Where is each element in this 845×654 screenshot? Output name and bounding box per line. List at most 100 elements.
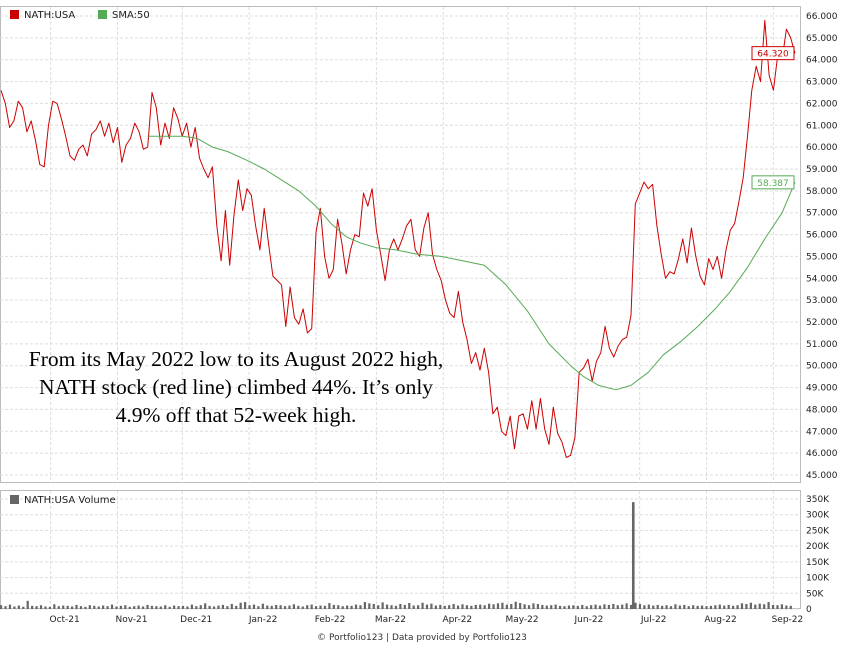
volume-bar [230, 603, 233, 609]
price-y-tick-label: 48.000 [806, 405, 838, 415]
volume-bar [137, 605, 140, 609]
volume-bar [377, 605, 380, 609]
volume-bar [550, 605, 553, 609]
volume-bar [430, 603, 433, 609]
legend-label-price: NATH:USA [24, 10, 75, 21]
volume-bar [492, 604, 495, 609]
x-tick-label: Jul-22 [640, 615, 667, 625]
volume-bar [594, 604, 597, 609]
volume-bar [718, 604, 721, 609]
volume-bar [70, 606, 74, 609]
volume-bar [31, 605, 34, 609]
volume-bar [195, 606, 198, 609]
volume-bar [687, 606, 690, 609]
price-y-tick-label: 66.000 [806, 12, 838, 22]
volume-bar [558, 605, 562, 609]
volume-bar [669, 606, 673, 609]
volume-bar [483, 605, 486, 609]
volume-bar [692, 605, 695, 609]
volume-bar [661, 605, 664, 609]
volume-bar [674, 604, 677, 609]
x-tick-label: Dec-21 [180, 615, 212, 625]
sma-last-value-label: 58.387 [757, 179, 789, 189]
volume-bar [110, 604, 114, 609]
price-y-tick-label: 53.000 [806, 296, 838, 306]
volume-bar [727, 604, 730, 609]
volume-bar [705, 606, 708, 609]
volume-bar [39, 605, 43, 609]
volume-y-tick-label: 0 [806, 605, 812, 615]
volume-y-tick-label: 100K [806, 574, 830, 584]
volume-bar [75, 604, 78, 609]
price-y-tick-label: 54.000 [806, 274, 838, 284]
volume-bar [696, 605, 699, 609]
volume-bar [212, 606, 216, 609]
volume-bar [48, 606, 52, 609]
volume-bar [204, 603, 207, 609]
volume-bar [8, 604, 12, 609]
volume-bar [310, 604, 313, 609]
volume-bar [780, 604, 784, 609]
volume-bar [621, 604, 624, 609]
volume-y-tick-label: 150K [806, 558, 830, 568]
volume-bar [66, 605, 69, 609]
price-y-tick-label: 49.000 [806, 384, 838, 394]
price-y-tick-label: 58.000 [806, 187, 838, 197]
volume-bar [261, 603, 264, 609]
price-y-tick-label: 60.000 [806, 143, 838, 153]
volume-bar [159, 606, 162, 609]
volume-bar [26, 600, 29, 609]
volume-bar [590, 605, 593, 609]
volume-bar [776, 605, 779, 609]
volume-bar [306, 605, 309, 609]
volume-bar-spike [631, 502, 635, 609]
volume-bar [323, 605, 327, 609]
price-y-tick-label: 55.000 [806, 252, 838, 262]
volume-bar [629, 604, 633, 609]
volume-bar [443, 605, 446, 609]
volume-bar [341, 606, 344, 609]
volume-bar [563, 606, 566, 609]
volume-bar [168, 606, 171, 609]
volume-bar [452, 603, 455, 609]
volume-bar [470, 605, 473, 609]
volume-bar [572, 605, 575, 609]
volume-y-tick-label: 200K [806, 542, 830, 552]
volume-bar [612, 603, 615, 609]
x-tick-label: Apr-22 [442, 615, 472, 625]
volume-bar [133, 606, 136, 609]
volume-bar [359, 605, 362, 609]
x-tick-label: May-22 [505, 615, 538, 625]
price-y-tick-label: 65.000 [806, 34, 838, 44]
volume-bar [390, 605, 393, 609]
price-y-tick-label: 47.000 [806, 427, 838, 437]
price-y-tick-label: 63.000 [806, 78, 838, 88]
volume-bar [656, 604, 659, 609]
volume-bar [252, 604, 256, 609]
volume-bar [368, 603, 371, 609]
volume-bar [0, 605, 3, 609]
volume-bar [745, 603, 748, 609]
volume-bar [763, 604, 766, 609]
legend-label-volume: NATH:USA Volume [24, 495, 116, 506]
x-tick-label: Mar-22 [375, 615, 406, 625]
volume-bar [598, 605, 602, 609]
volume-bar [732, 605, 735, 609]
price-y-tick-label: 52.000 [806, 318, 838, 328]
legend-swatch-sma [98, 10, 107, 19]
legend-label-sma: SMA:50 [112, 10, 150, 21]
volume-bar [102, 605, 105, 609]
sma-line [147, 135, 796, 391]
volume-bar [740, 603, 744, 609]
price-y-tick-label: 64.000 [806, 56, 838, 66]
volume-bar [88, 605, 91, 609]
volume-panel-frame [0, 490, 801, 609]
volume-bar [527, 605, 531, 609]
volume-bar [514, 601, 517, 609]
price-last-value-box [751, 46, 795, 61]
volume-bar [523, 604, 526, 609]
volume-bar [17, 605, 20, 609]
x-tick-label: Feb-22 [315, 615, 346, 625]
volume-bar [301, 606, 304, 609]
